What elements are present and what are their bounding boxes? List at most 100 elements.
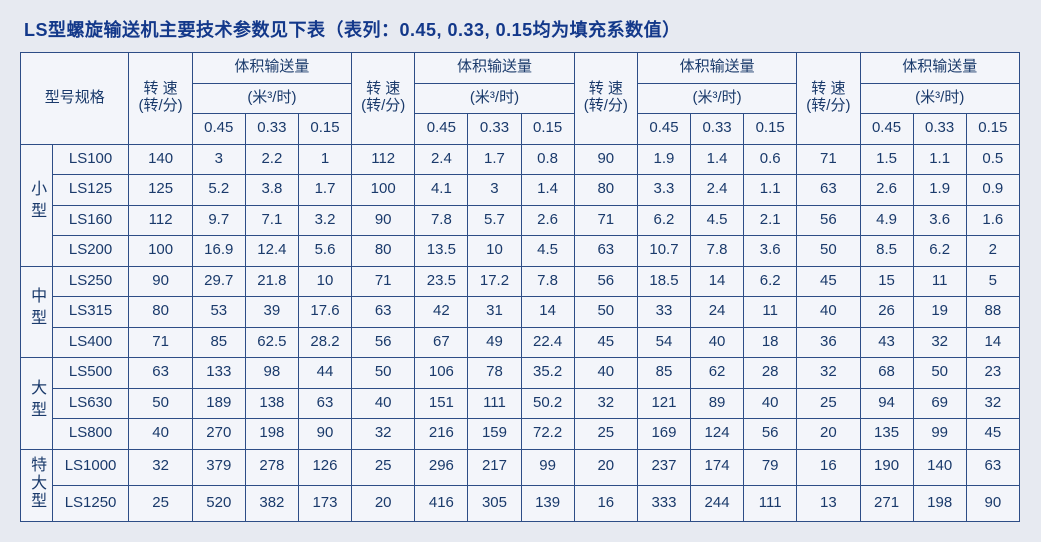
data-cell: 68 bbox=[860, 358, 913, 389]
data-cell: 16 bbox=[574, 485, 637, 521]
data-cell: 1.5 bbox=[860, 144, 913, 175]
data-cell: 2.6 bbox=[521, 205, 574, 236]
table-row: 大型LS500631339844501067835.24085622832685… bbox=[21, 358, 1020, 389]
header-coeff: 0.15 bbox=[966, 114, 1019, 145]
data-cell: 69 bbox=[913, 388, 966, 419]
data-cell: 2.1 bbox=[744, 205, 797, 236]
data-cell: 138 bbox=[245, 388, 298, 419]
data-cell: 40 bbox=[352, 388, 415, 419]
model-cell: LS630 bbox=[52, 388, 129, 419]
header-speed: 转 速(转/分) bbox=[352, 53, 415, 145]
data-cell: 63 bbox=[574, 236, 637, 267]
data-cell: 139 bbox=[521, 485, 574, 521]
header-coeff: 0.45 bbox=[415, 114, 468, 145]
category-cell: 小型 bbox=[21, 144, 53, 266]
category-cell: 中型 bbox=[21, 266, 53, 358]
data-cell: 90 bbox=[298, 419, 351, 450]
data-cell: 111 bbox=[468, 388, 521, 419]
data-cell: 8.5 bbox=[860, 236, 913, 267]
model-cell: LS400 bbox=[52, 327, 129, 358]
table-row: LS12502552038217320416305139163332441111… bbox=[21, 485, 1020, 521]
data-cell: 31 bbox=[468, 297, 521, 328]
header-vol: 体积输送量 bbox=[860, 53, 1019, 84]
data-cell: 99 bbox=[521, 449, 574, 485]
data-cell: 5.6 bbox=[298, 236, 351, 267]
data-cell: 0.9 bbox=[966, 175, 1019, 206]
model-cell: LS1000 bbox=[52, 449, 129, 485]
data-cell: 20 bbox=[797, 419, 860, 450]
data-cell: 2.6 bbox=[860, 175, 913, 206]
data-cell: 72.2 bbox=[521, 419, 574, 450]
header-coeff: 0.33 bbox=[245, 114, 298, 145]
category-cell: 特大型 bbox=[21, 449, 53, 522]
data-cell: 32 bbox=[966, 388, 1019, 419]
data-cell: 22.4 bbox=[521, 327, 574, 358]
category-cell: 大型 bbox=[21, 358, 53, 450]
data-cell: 1.7 bbox=[468, 144, 521, 175]
data-cell: 85 bbox=[192, 327, 245, 358]
data-cell: 23.5 bbox=[415, 266, 468, 297]
table-body: 小型LS10014032.211122.41.70.8901.91.40.671… bbox=[21, 144, 1020, 522]
data-cell: 1.1 bbox=[913, 144, 966, 175]
data-cell: 5 bbox=[966, 266, 1019, 297]
data-cell: 278 bbox=[245, 449, 298, 485]
data-cell: 90 bbox=[574, 144, 637, 175]
data-cell: 85 bbox=[637, 358, 690, 389]
data-cell: 4.1 bbox=[415, 175, 468, 206]
data-cell: 305 bbox=[468, 485, 521, 521]
data-cell: 56 bbox=[744, 419, 797, 450]
data-cell: 90 bbox=[129, 266, 192, 297]
data-cell: 6.2 bbox=[637, 205, 690, 236]
data-cell: 40 bbox=[129, 419, 192, 450]
data-cell: 2.4 bbox=[415, 144, 468, 175]
data-cell: 90 bbox=[352, 205, 415, 236]
data-cell: 140 bbox=[129, 144, 192, 175]
data-cell: 1 bbox=[298, 144, 351, 175]
model-cell: LS800 bbox=[52, 419, 129, 450]
header-vol: 体积输送量 bbox=[192, 53, 351, 84]
data-cell: 3 bbox=[192, 144, 245, 175]
data-cell: 0.6 bbox=[744, 144, 797, 175]
data-cell: 25 bbox=[797, 388, 860, 419]
data-cell: 56 bbox=[352, 327, 415, 358]
data-cell: 89 bbox=[691, 388, 744, 419]
table-row: LS1601129.77.13.2907.85.72.6716.24.52.15… bbox=[21, 205, 1020, 236]
data-cell: 4.9 bbox=[860, 205, 913, 236]
data-cell: 6.2 bbox=[744, 266, 797, 297]
model-cell: LS250 bbox=[52, 266, 129, 297]
data-cell: 56 bbox=[797, 205, 860, 236]
data-cell: 71 bbox=[352, 266, 415, 297]
table-header: 型号规格 转 速(转/分) 体积输送量 转 速(转/分) 体积输送量 转 速(转… bbox=[21, 53, 1020, 145]
data-cell: 4.5 bbox=[691, 205, 744, 236]
data-cell: 80 bbox=[352, 236, 415, 267]
table-row: LS400718562.528.256674922.44554401836433… bbox=[21, 327, 1020, 358]
data-cell: 26 bbox=[860, 297, 913, 328]
data-cell: 45 bbox=[797, 266, 860, 297]
data-cell: 13.5 bbox=[415, 236, 468, 267]
data-cell: 174 bbox=[691, 449, 744, 485]
data-cell: 1.9 bbox=[637, 144, 690, 175]
data-cell: 3 bbox=[468, 175, 521, 206]
data-cell: 90 bbox=[966, 485, 1019, 521]
table-row: 中型LS2509029.721.8107123.517.27.85618.514… bbox=[21, 266, 1020, 297]
data-cell: 2 bbox=[966, 236, 1019, 267]
data-cell: 62.5 bbox=[245, 327, 298, 358]
data-cell: 71 bbox=[574, 205, 637, 236]
data-cell: 25 bbox=[574, 419, 637, 450]
data-cell: 217 bbox=[468, 449, 521, 485]
table-row: LS80040270198903221615972.22516912456201… bbox=[21, 419, 1020, 450]
data-cell: 14 bbox=[691, 266, 744, 297]
data-cell: 15 bbox=[860, 266, 913, 297]
data-cell: 71 bbox=[797, 144, 860, 175]
spec-table: 型号规格 转 速(转/分) 体积输送量 转 速(转/分) 体积输送量 转 速(转… bbox=[20, 52, 1020, 522]
data-cell: 14 bbox=[966, 327, 1019, 358]
data-cell: 10.7 bbox=[637, 236, 690, 267]
data-cell: 40 bbox=[744, 388, 797, 419]
data-cell: 7.8 bbox=[521, 266, 574, 297]
data-cell: 112 bbox=[352, 144, 415, 175]
data-cell: 71 bbox=[129, 327, 192, 358]
data-cell: 6.2 bbox=[913, 236, 966, 267]
data-cell: 5.7 bbox=[468, 205, 521, 236]
header-coeff: 0.33 bbox=[913, 114, 966, 145]
data-cell: 32 bbox=[913, 327, 966, 358]
